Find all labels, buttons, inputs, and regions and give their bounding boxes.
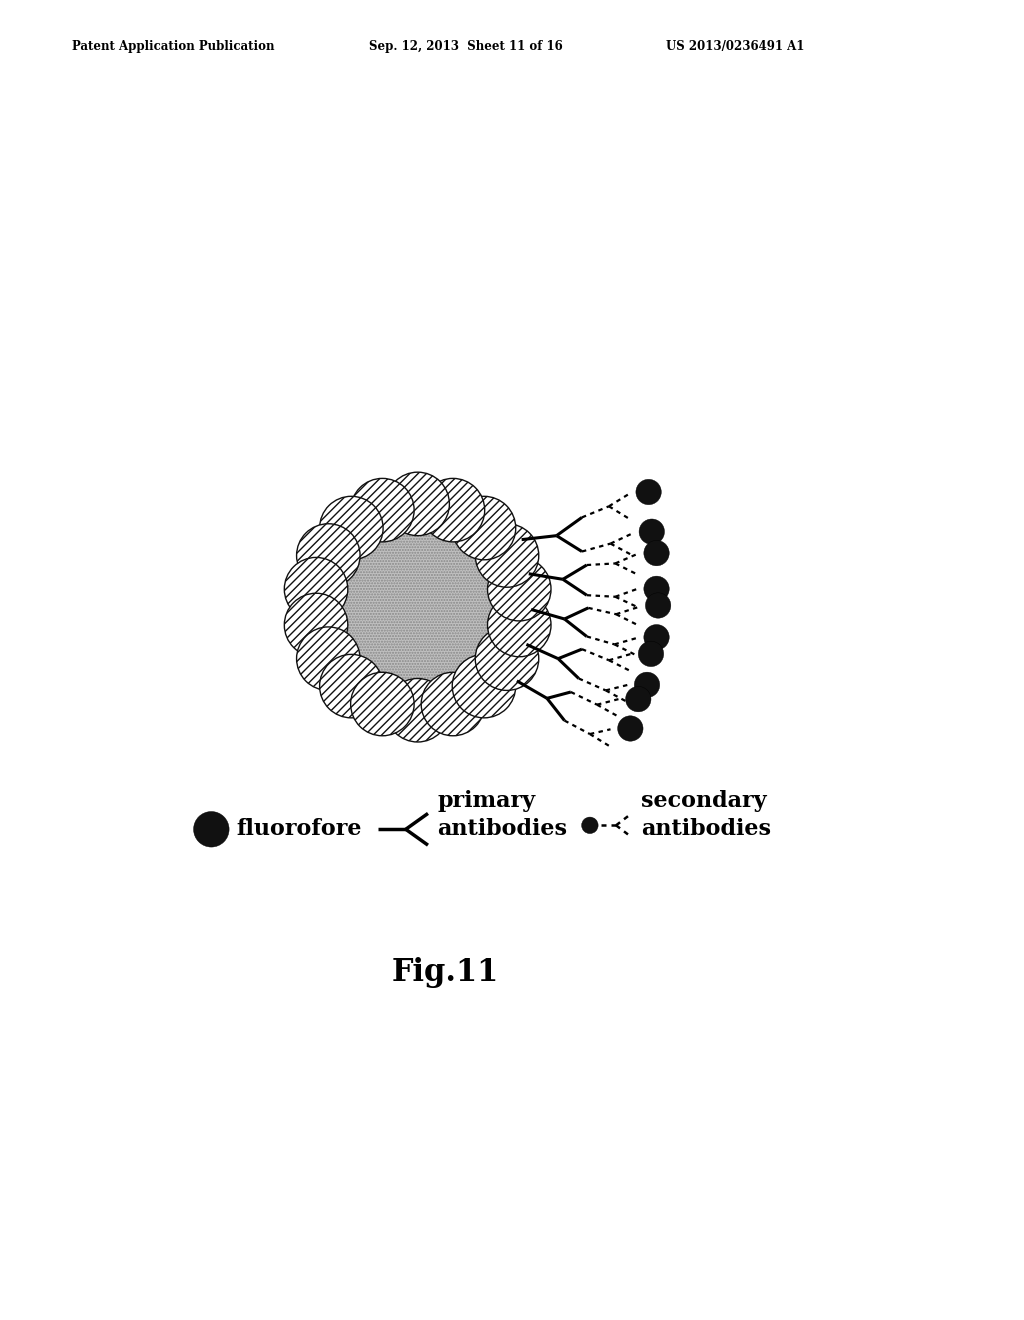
Circle shape — [487, 557, 551, 620]
Circle shape — [644, 540, 670, 566]
Circle shape — [582, 817, 598, 833]
Circle shape — [319, 655, 383, 718]
Circle shape — [421, 672, 484, 735]
Circle shape — [350, 478, 414, 543]
Circle shape — [645, 593, 671, 618]
Circle shape — [285, 557, 348, 620]
Circle shape — [617, 715, 643, 742]
Circle shape — [297, 627, 360, 690]
Circle shape — [297, 524, 360, 587]
Text: Patent Application Publication: Patent Application Publication — [72, 40, 274, 53]
Circle shape — [634, 672, 659, 697]
Circle shape — [644, 576, 670, 602]
Text: primary
antibodies: primary antibodies — [437, 791, 567, 840]
Circle shape — [285, 593, 348, 657]
Text: Sep. 12, 2013  Sheet 11 of 16: Sep. 12, 2013 Sheet 11 of 16 — [369, 40, 562, 53]
Circle shape — [475, 524, 539, 587]
Circle shape — [487, 593, 551, 657]
Circle shape — [386, 678, 450, 742]
Circle shape — [342, 532, 494, 682]
Circle shape — [639, 519, 665, 544]
Circle shape — [626, 686, 651, 711]
Circle shape — [319, 496, 383, 560]
Circle shape — [453, 655, 516, 718]
Circle shape — [194, 812, 229, 847]
Circle shape — [421, 478, 484, 543]
Circle shape — [638, 642, 664, 667]
Circle shape — [636, 479, 662, 504]
Circle shape — [453, 496, 516, 560]
Circle shape — [644, 624, 670, 649]
Circle shape — [386, 473, 450, 536]
Text: fluorofore: fluorofore — [237, 818, 362, 841]
Text: Fig.11: Fig.11 — [392, 957, 499, 987]
Circle shape — [350, 672, 414, 735]
Text: secondary
antibodies: secondary antibodies — [641, 791, 771, 840]
Text: US 2013/0236491 A1: US 2013/0236491 A1 — [666, 40, 804, 53]
Circle shape — [475, 627, 539, 690]
